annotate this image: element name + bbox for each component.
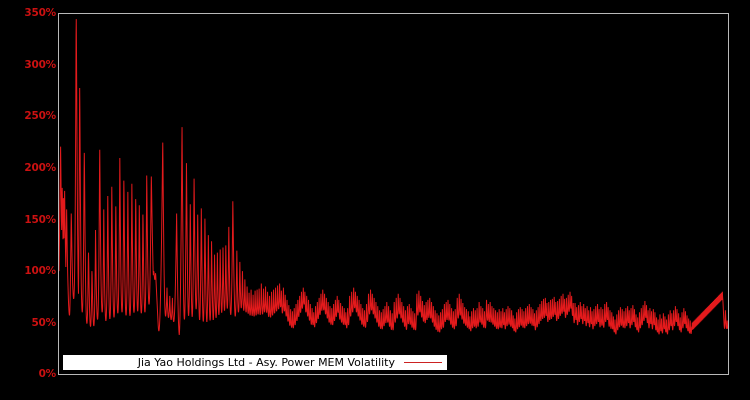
y-tick-300: 300% (24, 59, 56, 71)
volatility-line (59, 19, 728, 335)
volatility-series-plot (59, 14, 728, 374)
y-tick-350: 350% (24, 7, 56, 19)
y-tick-150: 150% (24, 214, 56, 226)
y-tick-250: 250% (24, 110, 56, 122)
legend: Jia Yao Holdings Ltd - Asy. Power MEM Vo… (63, 355, 447, 370)
y-tick-100: 100% (24, 265, 56, 277)
y-tick-50: 50% (31, 317, 56, 329)
legend-label: Jia Yao Holdings Ltd - Asy. Power MEM Vo… (137, 356, 395, 369)
red-line-swatch (404, 362, 442, 363)
y-axis-tick-labels: 350% 300% 250% 200% 150% 100% 50% 0% (0, 0, 56, 400)
y-tick-200: 200% (24, 162, 56, 174)
y-tick-0: 0% (38, 368, 57, 380)
